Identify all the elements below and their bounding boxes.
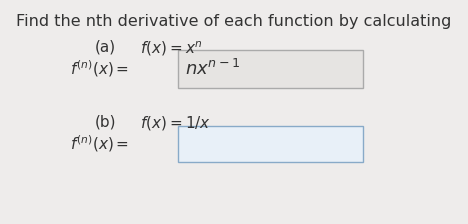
Text: $f(x) = 1/x$: $f(x) = 1/x$ xyxy=(140,114,211,132)
FancyBboxPatch shape xyxy=(178,50,363,88)
Text: Find the nth derivative of each function by calculating: Find the nth derivative of each function… xyxy=(16,14,452,29)
Text: $f(x) = x^n$: $f(x) = x^n$ xyxy=(140,39,203,58)
Text: $f^{(n)}(x) =$: $f^{(n)}(x) =$ xyxy=(70,134,129,154)
FancyBboxPatch shape xyxy=(178,126,363,162)
Text: $f^{(n)}(x) =$: $f^{(n)}(x) =$ xyxy=(70,59,129,79)
Text: (b): (b) xyxy=(95,114,117,129)
Text: $nx^{n-1}$: $nx^{n-1}$ xyxy=(185,59,240,79)
Text: (a): (a) xyxy=(95,39,116,54)
